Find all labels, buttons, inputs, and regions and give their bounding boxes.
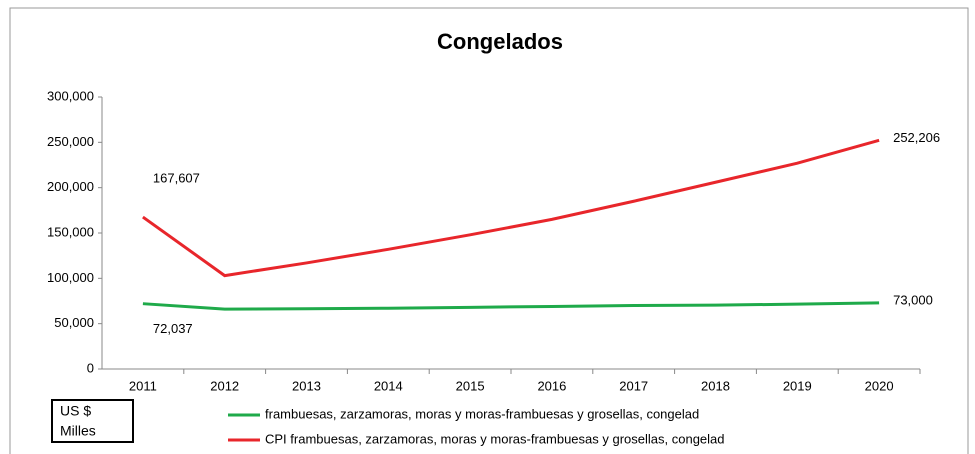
data-label: 252,206 [893, 130, 940, 145]
y-tick-label: 250,000 [47, 134, 94, 149]
series-line [142, 138, 880, 278]
series-line [142, 301, 880, 311]
y-tick-label: 0 [87, 360, 94, 375]
y-tick-label: 150,000 [47, 224, 94, 239]
chart-title: Congelados [437, 29, 563, 54]
x-tick-label: 2019 [783, 378, 812, 393]
x-tick-label: 2016 [537, 378, 566, 393]
x-tick-label: 2017 [619, 378, 648, 393]
x-tick-label: 2015 [456, 378, 485, 393]
unit-label: US $ [60, 403, 91, 419]
y-tick-label: 300,000 [47, 88, 94, 103]
y-tick-label: 100,000 [47, 270, 94, 285]
y-tick-label: 50,000 [54, 315, 94, 330]
y-tick-label: 200,000 [47, 179, 94, 194]
unit-label: Milles [60, 423, 96, 439]
x-tick-label: 2013 [292, 378, 321, 393]
legend-label: frambuesas, zarzamoras, moras y moras-fr… [265, 406, 699, 421]
x-tick-label: 2011 [129, 378, 157, 393]
x-tick-label: 2014 [374, 378, 403, 393]
x-tick-label: 2018 [701, 378, 730, 393]
legend-label: CPI frambuesas, zarzamoras, moras y mora… [265, 431, 725, 446]
data-label: 72,037 [153, 321, 193, 336]
data-label: 167,607 [153, 170, 200, 185]
unit-box [51, 399, 134, 443]
data-label: 73,000 [893, 292, 933, 307]
chart-frame [9, 7, 969, 454]
x-tick-label: 2012 [210, 378, 239, 393]
x-tick-label: 2020 [865, 378, 894, 393]
